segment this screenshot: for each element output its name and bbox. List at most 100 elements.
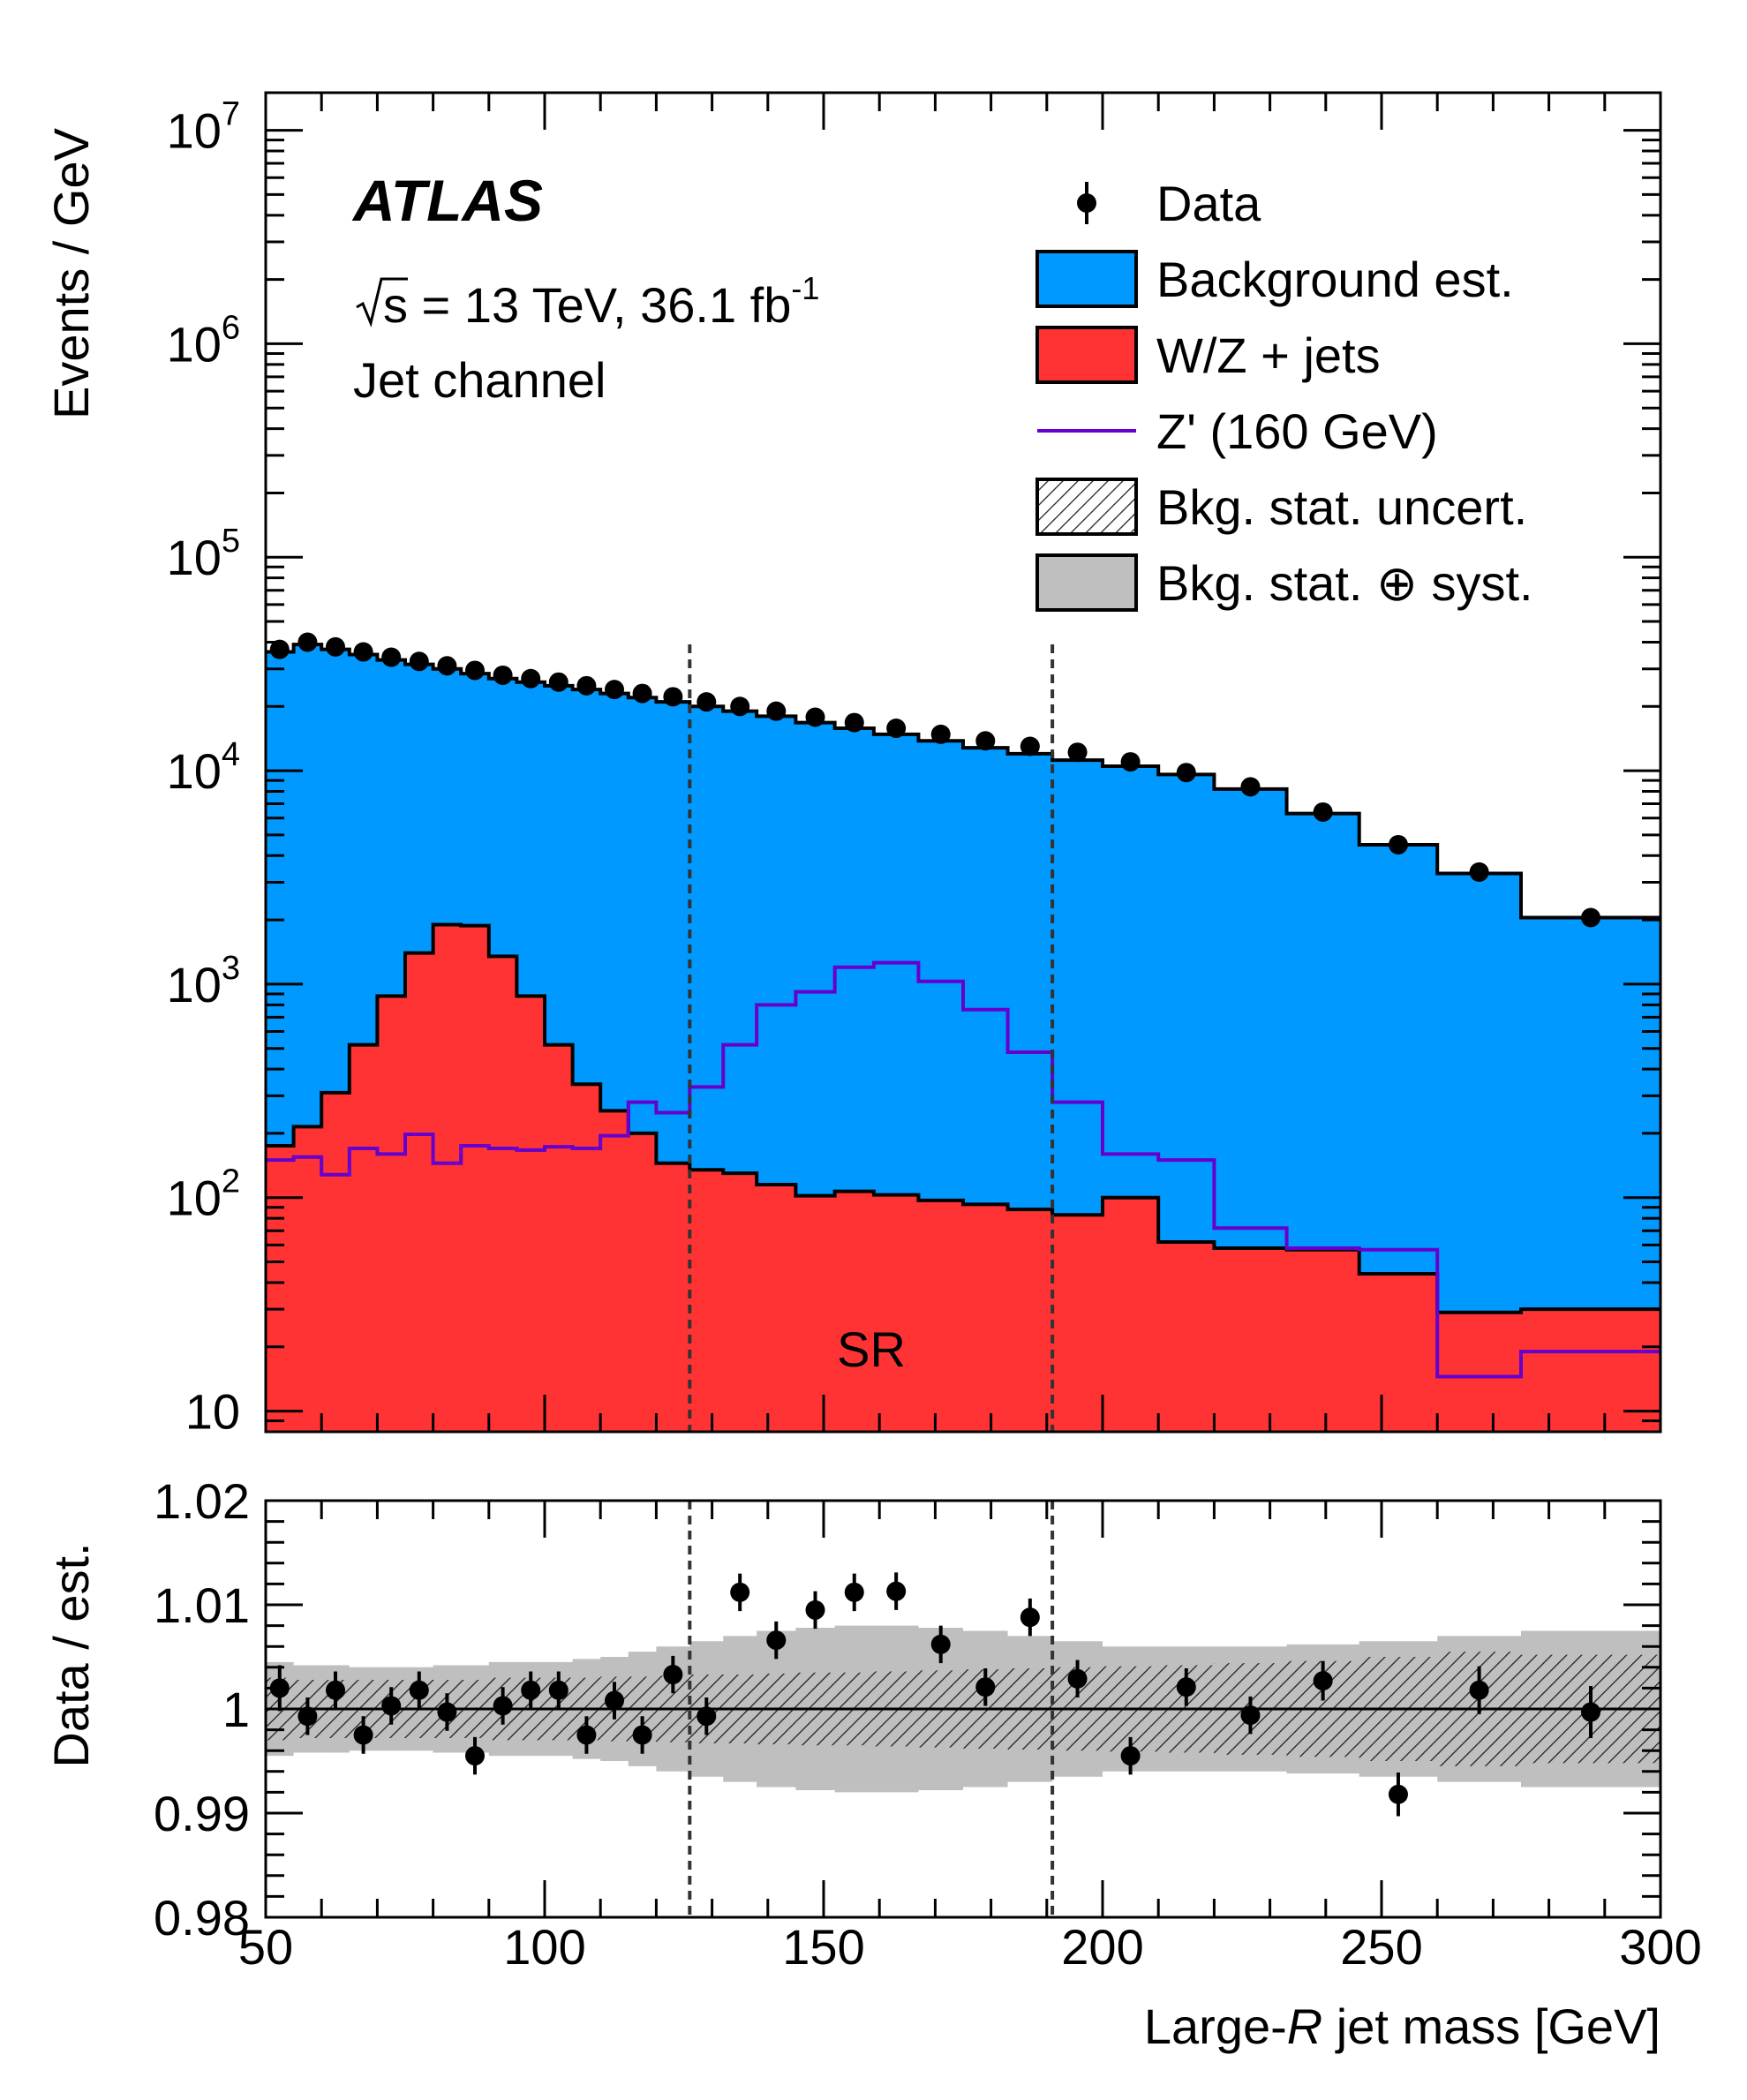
legend-label: Bkg. stat. uncert.: [1156, 479, 1527, 535]
main-axis-ticks: [264, 93, 1662, 1434]
legend-label: Data: [1156, 176, 1261, 231]
legend-entry: Background est.: [1035, 250, 1514, 308]
data-point: [548, 672, 569, 692]
legend-label: Z' (160 GeV): [1156, 403, 1438, 459]
ratio-point: [1240, 1705, 1261, 1726]
y-tick-label: 102: [167, 1163, 240, 1226]
main-plot-area: [266, 632, 1660, 1432]
legend-entry: Bkg. stat. uncert.: [1035, 478, 1527, 536]
ratio-y-tick-label: 1: [222, 1682, 250, 1737]
data-point: [886, 719, 907, 739]
legend-entry: Data: [1077, 176, 1261, 231]
ratio-point: [844, 1582, 864, 1602]
data-point: [1020, 736, 1040, 756]
y-tick-label: 107: [167, 96, 240, 159]
ratio-point: [1067, 1668, 1088, 1689]
legend-swatch: [1035, 250, 1138, 308]
ratio-point: [1581, 1702, 1600, 1722]
ratio-point: [930, 1634, 951, 1654]
x-tick-label: 250: [1340, 1919, 1422, 1975]
ratio-point: [326, 1680, 345, 1700]
ratio-point: [1176, 1677, 1196, 1697]
ratio-y-tick-label: 1.01: [154, 1577, 250, 1633]
energy-lumi-label: s = 13 TeV, 36.1 fb-1: [356, 270, 819, 333]
data-point: [605, 680, 624, 700]
data-point: [1388, 834, 1408, 854]
ratio-point: [465, 1746, 485, 1766]
data-point: [975, 731, 996, 751]
legend-label: W/Z + jets: [1156, 327, 1381, 383]
ratio-point: [766, 1630, 787, 1651]
ratio-plot-area: [266, 1572, 1660, 1817]
ratio-point: [409, 1680, 429, 1700]
legend-label: Bkg. stat. ⊕ syst.: [1156, 555, 1533, 611]
zprime-line: [266, 960, 1660, 1379]
ratio-y-tick-labels: 0.98 0.99 1 1.01 1.02: [154, 1473, 250, 1946]
data-point: [326, 636, 345, 657]
ratio-point: [697, 1706, 717, 1727]
data-point: [697, 692, 717, 712]
legend-entry: Bkg. stat. ⊕ syst.: [1035, 553, 1533, 612]
ratio-point: [437, 1702, 457, 1722]
data-point: [663, 687, 683, 707]
atlas-label: ATLAS: [351, 168, 543, 233]
ratio-y-axis-title: Data / est.: [43, 1542, 99, 1767]
region-label: SR: [837, 1321, 906, 1377]
ratio-y-tick-label: 0.99: [154, 1786, 250, 1841]
ratio-point: [632, 1725, 652, 1745]
y-tick-label: 10: [185, 1384, 240, 1440]
data-point: [730, 696, 750, 717]
x-tick-label: 100: [503, 1919, 585, 1975]
legend-data-marker: [1077, 193, 1096, 213]
data-point: [930, 724, 951, 744]
x-tick-label: 200: [1061, 1919, 1143, 1975]
data-point: [632, 683, 652, 704]
y-tick-label: 104: [167, 736, 240, 799]
ratio-point: [353, 1725, 373, 1745]
data-point: [844, 712, 864, 733]
main-frame: [264, 91, 1662, 1434]
x-tick-label: 50: [238, 1919, 293, 1975]
data-point: [1581, 907, 1600, 928]
data-point: [493, 665, 513, 685]
data-point: [381, 647, 402, 667]
ratio-y-tick-label: 0.98: [154, 1890, 250, 1946]
legend-swatch: [1035, 553, 1138, 612]
ratio-point: [1120, 1746, 1141, 1766]
data-point: [521, 668, 541, 689]
wz-jets-fill: [266, 924, 1660, 1432]
data-point: [409, 651, 429, 672]
y-tick-label: 106: [167, 309, 240, 372]
legend-label: Background est.: [1156, 252, 1514, 307]
data-point: [269, 639, 290, 659]
legend: Data Background est. W/Z + jets Z' (160 GeV…: [1035, 176, 1533, 612]
ratio-point: [548, 1680, 569, 1700]
data-point: [1240, 777, 1261, 797]
ratio-point: [381, 1696, 402, 1716]
ratio-point: [1020, 1607, 1040, 1628]
legend-hatch-swatch: [1035, 478, 1138, 536]
data-point: [766, 701, 787, 721]
data-point: [437, 656, 457, 676]
ratio-signal-region-lines: [688, 1501, 1055, 1917]
ratio-point: [663, 1665, 683, 1685]
data-point: [1313, 802, 1333, 822]
wz-jets-outline: [266, 922, 1660, 1314]
data-point: [1120, 752, 1141, 772]
ratio-point: [605, 1690, 624, 1711]
data-point: [805, 707, 825, 727]
legend-entry: W/Z + jets: [1035, 326, 1381, 384]
main-y-axis-title: Events / GeV: [43, 127, 99, 419]
ratio-point: [1388, 1784, 1408, 1804]
ratio-point: [576, 1725, 597, 1745]
data-point: [465, 660, 485, 681]
x-tick-label: 150: [782, 1919, 864, 1975]
data-point: [1176, 763, 1196, 783]
ratio-point: [297, 1706, 318, 1727]
data-point: [353, 642, 373, 662]
ratio-point: [975, 1677, 996, 1697]
x-tick-label: 300: [1619, 1919, 1701, 1975]
ratio-point: [493, 1696, 513, 1716]
